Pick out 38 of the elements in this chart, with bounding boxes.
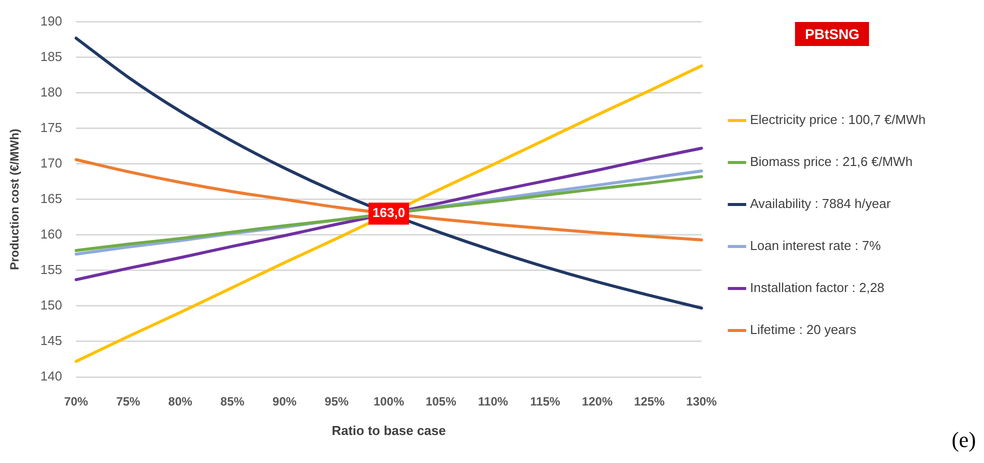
x-tick-label: 90%	[272, 394, 297, 409]
x-tick-label: 85%	[220, 394, 245, 409]
y-tick-label: 185	[40, 48, 62, 64]
x-tick-label: 130%	[686, 394, 718, 409]
y-tick-label: 155	[40, 262, 62, 278]
x-tick-label: 110%	[478, 394, 508, 409]
y-tick-label: 180	[40, 84, 62, 100]
y-tick-label: 145	[40, 333, 62, 348]
text: PBtSNG	[795, 22, 870, 46]
x-tick-label: 115%	[530, 394, 560, 409]
y-tick-label: 190	[40, 13, 62, 28]
line-series	[74, 146, 703, 282]
y-tick-label: 150	[40, 298, 62, 313]
y-axis-title: Production cost (€/MWh)	[8, 128, 22, 270]
legend-label: Loan interest rate : 7%	[750, 238, 882, 254]
x-tick-label: 105%	[426, 394, 457, 409]
line-series	[74, 36, 703, 310]
legend-label: Electricity price : 100,7 €/MWh	[750, 112, 926, 128]
x-tick-label: 100%	[373, 394, 404, 409]
text: (e)	[952, 427, 976, 453]
legend-label: Installation factor : 2,28	[750, 280, 884, 296]
x-tick-label: 70%	[64, 394, 88, 409]
y-tick-label: 175	[40, 120, 62, 135]
x-tick-label: 125%	[634, 394, 666, 409]
line-series	[74, 158, 703, 242]
x-tick-label: 95%	[324, 394, 350, 409]
line-series	[74, 64, 703, 363]
legend-label: Biomass price : 21,6 €/MWh	[750, 154, 913, 170]
y-tick-label: 140	[40, 368, 62, 384]
x-tick-label: 75%	[116, 394, 141, 409]
legend-label: Availability : 7884 h/year	[750, 196, 892, 212]
x-tick-label: 80%	[168, 394, 193, 409]
y-tick-label: 160	[40, 226, 62, 242]
y-tick-label: 165	[40, 190, 62, 206]
legend-label: Lifetime : 20 years	[750, 322, 857, 338]
x-axis-title: Ratio to base case	[332, 422, 446, 438]
x-tick-label: 120%	[582, 394, 613, 409]
y-tick-label: 170	[40, 155, 62, 170]
